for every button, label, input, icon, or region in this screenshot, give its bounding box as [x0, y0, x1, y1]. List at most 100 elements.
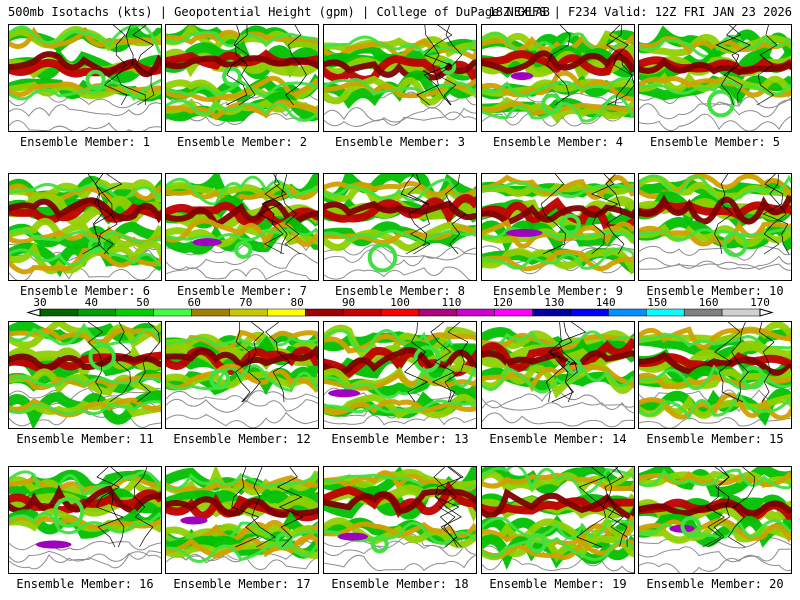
isotach-map: [324, 174, 476, 280]
isotach-map: [166, 467, 318, 571]
ensemble-panel: [165, 24, 319, 132]
colorbar-tick-label: 130: [544, 296, 564, 309]
jet-band: [9, 193, 161, 228]
member-label: Ensemble Member: 3: [334, 135, 466, 149]
vortex: [87, 238, 104, 255]
colorbar-tick-label: 70: [239, 296, 252, 309]
height-contour: [166, 398, 318, 413]
vortex: [222, 66, 242, 87]
coastline: [137, 322, 161, 403]
jet-band: [9, 351, 161, 373]
jet-band: [166, 79, 318, 99]
jet-band: [482, 536, 634, 562]
jet-core: [505, 228, 543, 237]
height-contour: [166, 267, 318, 280]
jet-band: [482, 77, 634, 98]
jet-band: [166, 199, 318, 230]
isotach-map: [482, 174, 634, 275]
coastline: [576, 467, 607, 548]
member-label: Ensemble Member: 10: [646, 284, 784, 298]
jet-band: [482, 180, 634, 199]
jet-band: [482, 516, 634, 540]
member-label: Ensemble Member: 6: [19, 284, 151, 298]
jet-band: [166, 364, 318, 393]
jet-band: [639, 333, 791, 350]
coastline: [265, 322, 291, 403]
colorbar-swatch: [494, 308, 533, 317]
height-contour: [639, 554, 791, 573]
colorbar-tick-label: 120: [493, 296, 513, 309]
coastline: [134, 467, 154, 548]
jet-band: [9, 182, 161, 200]
jet-band: [482, 247, 634, 275]
jet-band: [482, 467, 634, 495]
ensemble-panel: [323, 24, 477, 132]
jet-band: [166, 541, 318, 563]
coastline: [540, 174, 567, 255]
jet-band: [166, 49, 318, 70]
vortex: [88, 343, 116, 371]
height-contour: [9, 551, 161, 570]
height-contour: [9, 387, 161, 403]
coastline: [403, 322, 429, 403]
colorbar-swatch: [418, 308, 458, 317]
height-contour: [166, 390, 318, 404]
height-contour: [324, 248, 476, 267]
jet-band: [639, 194, 791, 225]
jet-band: [639, 34, 791, 58]
jet-band: [9, 390, 161, 428]
colorbar-swatch: [342, 308, 382, 317]
coastline: [731, 322, 749, 403]
colorbar-arrow-right: [759, 308, 774, 317]
member-label: Ensemble Member: 12: [173, 432, 311, 446]
ensemble-panel: [323, 173, 477, 281]
isotach-map: [639, 467, 791, 573]
coastline: [281, 174, 301, 255]
jet-band: [9, 375, 161, 388]
colorbar-tick-label: 80: [291, 296, 304, 309]
jet-band: [324, 347, 476, 375]
height-contour: [639, 244, 791, 261]
height-contour: [324, 415, 476, 426]
jet-band: [639, 351, 791, 376]
coastline: [714, 174, 733, 255]
jet-band: [639, 471, 791, 488]
isotach-map: [9, 174, 161, 280]
member-label: Ensemble Member: 7: [176, 284, 308, 298]
coastline: [251, 467, 276, 548]
jet-band: [324, 229, 476, 243]
jet-core: [328, 389, 361, 398]
vortex: [440, 58, 457, 75]
jet-band: [482, 48, 634, 76]
jet-band: [166, 521, 318, 546]
coastline: [763, 174, 787, 255]
jet-band: [9, 25, 161, 55]
coastline: [606, 25, 633, 106]
coastline: [109, 322, 131, 403]
jet-band: [324, 35, 476, 56]
coastline: [235, 322, 251, 403]
isotach-map: [639, 322, 791, 428]
height-contour: [9, 550, 161, 563]
height-contour: [482, 400, 634, 414]
member-label: Ensemble Member: 17: [173, 577, 311, 591]
colorbar-swatch: [456, 308, 495, 317]
ensemble-panel: [481, 24, 635, 132]
colorbar-swatch: [305, 308, 344, 317]
height-contour: [324, 540, 476, 557]
jet-core: [180, 516, 208, 525]
colorbar-arrow-left: [26, 308, 41, 317]
jet-band: [639, 392, 791, 421]
ensemble-panel: [638, 321, 792, 429]
coastline: [605, 174, 625, 255]
member-label: Ensemble Member: 1: [19, 135, 151, 149]
colorbar-tick-label: 100: [390, 296, 410, 309]
colorbar-tick-label: 90: [342, 296, 355, 309]
vortex: [85, 69, 106, 91]
coastline: [257, 174, 288, 255]
ensemble-panel: [8, 321, 162, 429]
colorbar-swatch: [683, 308, 723, 317]
coastline: [430, 322, 456, 403]
jet-band: [639, 518, 791, 540]
jet-band: [166, 540, 318, 560]
